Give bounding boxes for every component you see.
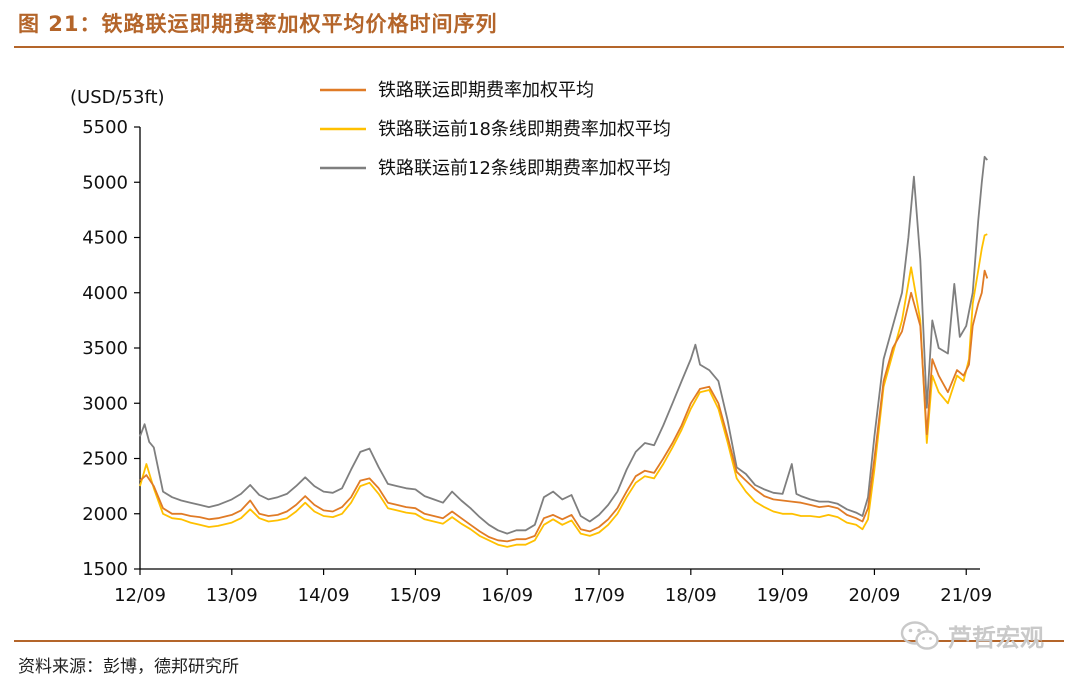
figure-title: 图 21：铁路联运即期费率加权平均价格时间序列 [18, 12, 498, 36]
legend: 铁路联运即期费率加权平均铁路联运前18条线即期费率加权平均铁路联运前12条线即期… [320, 80, 671, 179]
y-tick-label: 5000 [82, 172, 128, 193]
x-tick-label: 21/09 [940, 585, 992, 606]
series-line-2 [139, 233, 988, 548]
watermark-text: 芦哲宏观 [948, 624, 1044, 652]
x-tick-label: 18/09 [665, 585, 717, 606]
source-note: 资料来源：彭博，德邦研究所 [18, 657, 239, 677]
y-tick-label: 5500 [82, 117, 128, 138]
y-tick-label: 2500 [82, 449, 128, 470]
wechat-icon [900, 620, 939, 650]
legend-label-2: 铁路联运前18条线即期费率加权平均 [378, 119, 671, 140]
series-lines [139, 155, 989, 548]
x-tick-label: 20/09 [848, 585, 900, 606]
legend-label-1: 铁路联运即期费率加权平均 [378, 80, 594, 101]
y-tick-label: 3500 [82, 338, 128, 359]
x-tick-label: 13/09 [206, 585, 258, 606]
x-tick-labels: 12/09 13/09 14/09 15/09 16/09 17/09 18/09 19/09… [114, 585, 992, 606]
legend-label-3: 铁路联运前12条线即期费率加权平均 [378, 158, 671, 179]
x-tick-label: 12/09 [114, 585, 166, 606]
y-tick-label: 2000 [82, 504, 128, 525]
series-line-1 [139, 269, 989, 543]
x-tick-label: 17/09 [573, 585, 625, 606]
line-chart: 1500 2000 2500 3000 3500 4000 4500 5000 5500 12/… [70, 80, 992, 606]
x-tick-label: 15/09 [389, 585, 441, 606]
x-tick-label: 19/09 [757, 585, 809, 606]
series-line-3 [139, 155, 988, 535]
y-axis-unit-label: (USD/53ft) [70, 87, 165, 108]
watermark: 芦哲宏观 [900, 618, 1044, 653]
title-divider [14, 46, 1064, 48]
footer-divider [14, 640, 1064, 642]
y-tick-label: 4500 [82, 228, 128, 249]
y-tick-labels: 1500 2000 2500 3000 3500 4000 4500 5000 5500 [82, 117, 128, 580]
y-tick-label: 4000 [82, 283, 128, 304]
y-tick-label: 1500 [82, 559, 128, 580]
y-tick-label: 3000 [82, 393, 128, 414]
chart-axes [134, 126, 980, 575]
x-tick-label: 16/09 [481, 585, 533, 606]
x-tick-label: 14/09 [298, 585, 350, 606]
